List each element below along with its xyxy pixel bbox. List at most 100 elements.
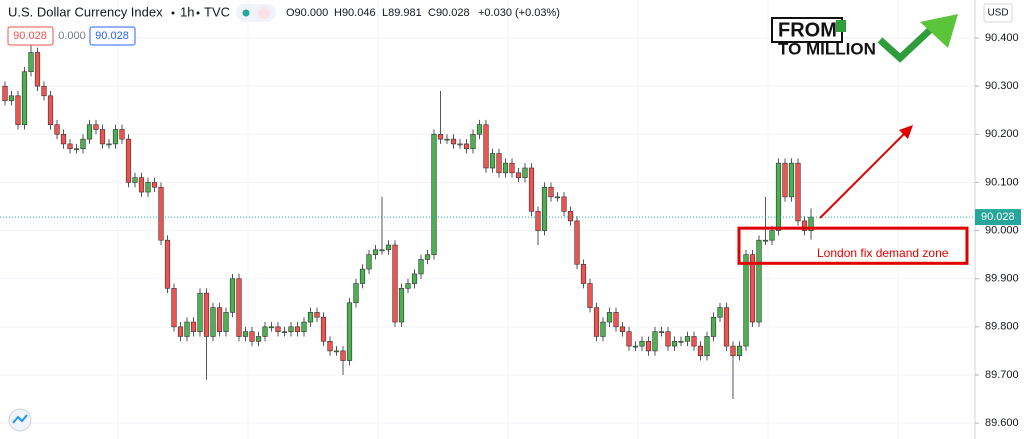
arrow: [819, 125, 913, 219]
currency-box[interactable]: [983, 3, 1013, 23]
candle-body: [203, 292, 210, 337]
candle-body: [151, 182, 158, 188]
candle-body: [457, 143, 463, 146]
candle-body: [710, 316, 717, 337]
sell-box[interactable]: [7, 26, 54, 46]
candle-body: [444, 138, 450, 141]
candle-body: [522, 167, 528, 178]
candle-body: [242, 331, 249, 337]
candle-body: [431, 133, 437, 255]
candle-body: [528, 167, 535, 212]
candle-body: [736, 345, 743, 357]
ohlc-close: C90.028: [428, 7, 470, 19]
candle-body: [645, 340, 652, 352]
candle-body: [21, 71, 28, 125]
candle-body: [704, 336, 710, 357]
candle-body: [717, 307, 723, 318]
candle-body: [509, 162, 515, 174]
demand-zone: [737, 226, 969, 265]
candle-body: [15, 95, 21, 125]
candle-body: [808, 216, 814, 231]
candle-body: [496, 153, 502, 174]
candle-body: [795, 162, 801, 222]
candle-body: [249, 331, 255, 342]
y-tick-label: 90.200: [985, 128, 1019, 140]
candle-body: [723, 307, 730, 347]
candle-body: [372, 249, 379, 255]
candle-body: [574, 220, 580, 265]
y-tick-label: 90.000: [985, 224, 1019, 236]
candle-body: [450, 138, 457, 145]
candle-body: [554, 196, 561, 199]
candle-body: [535, 211, 541, 231]
candle-body: [223, 312, 229, 332]
logo: FROM TO MILLION: [771, 14, 958, 63]
candle-body: [80, 138, 86, 150]
spread: 0.000: [58, 30, 86, 42]
candle-body: [424, 254, 431, 260]
candle-body: [593, 307, 600, 337]
y-tick-label: 89.700: [985, 369, 1019, 381]
candle-body: [184, 321, 190, 337]
candle-body: [268, 326, 275, 329]
candle-body: [613, 312, 619, 328]
candle-body: [619, 326, 626, 332]
candle-body: [93, 124, 99, 130]
candle-body: [288, 326, 294, 332]
candle-body: [730, 345, 736, 357]
candle-body: [86, 124, 93, 140]
candle-body: [405, 283, 411, 289]
candle-body: [665, 331, 671, 347]
buy-box[interactable]: [89, 26, 136, 46]
logo-line1: FROM: [778, 19, 837, 41]
interval: 1h: [180, 4, 194, 19]
candle-body: [106, 143, 112, 146]
candle-body: [177, 326, 184, 337]
candle-body: [67, 143, 73, 150]
y-tick-label: 89.600: [985, 417, 1019, 429]
y-tick-label: 90.100: [985, 176, 1019, 188]
status-icon: [258, 7, 270, 19]
candle-body: [697, 345, 704, 357]
candle-body: [743, 254, 749, 347]
sell-price: 90.028: [13, 30, 47, 42]
candle-body: [626, 331, 632, 347]
candle-body: [210, 307, 216, 337]
candle-body: [346, 302, 353, 361]
candle-body: [541, 186, 548, 231]
candle-body: [320, 316, 327, 342]
tv-logo-mark: [12, 414, 28, 424]
candle-body: [600, 321, 606, 337]
candle-body: [483, 124, 489, 169]
source: TVC: [204, 4, 230, 19]
candle-body: [145, 182, 151, 193]
candle-body: [262, 326, 268, 337]
candle-body: [99, 129, 106, 145]
y-tick-label: 89.900: [985, 273, 1019, 285]
candle-body: [132, 177, 138, 183]
title: U.S. Dollar Currency Index: [8, 4, 163, 19]
candle-body: [47, 95, 54, 125]
candle-body: [41, 85, 47, 97]
candle-body: [632, 345, 639, 348]
candle-body: [229, 278, 236, 313]
candle-body: [762, 239, 769, 242]
candle-body: [333, 350, 340, 353]
candle-body: [190, 321, 197, 332]
zone-label: London fix demand zone: [817, 246, 949, 260]
candle-body: [684, 336, 691, 342]
candle-body: [301, 321, 307, 332]
ohlc-open: O90.000: [286, 7, 328, 19]
candle-body: [307, 312, 314, 323]
candle-body: [236, 278, 242, 337]
candle-body: [775, 162, 782, 231]
candle-body: [671, 340, 678, 347]
candle-body: [749, 254, 756, 323]
candle-body: [398, 288, 405, 323]
candle-body: [580, 263, 587, 284]
candle-body: [60, 133, 67, 145]
candle-body: [561, 196, 567, 212]
candle-body: [756, 239, 762, 323]
ohlc-low: L89.981: [382, 7, 422, 19]
